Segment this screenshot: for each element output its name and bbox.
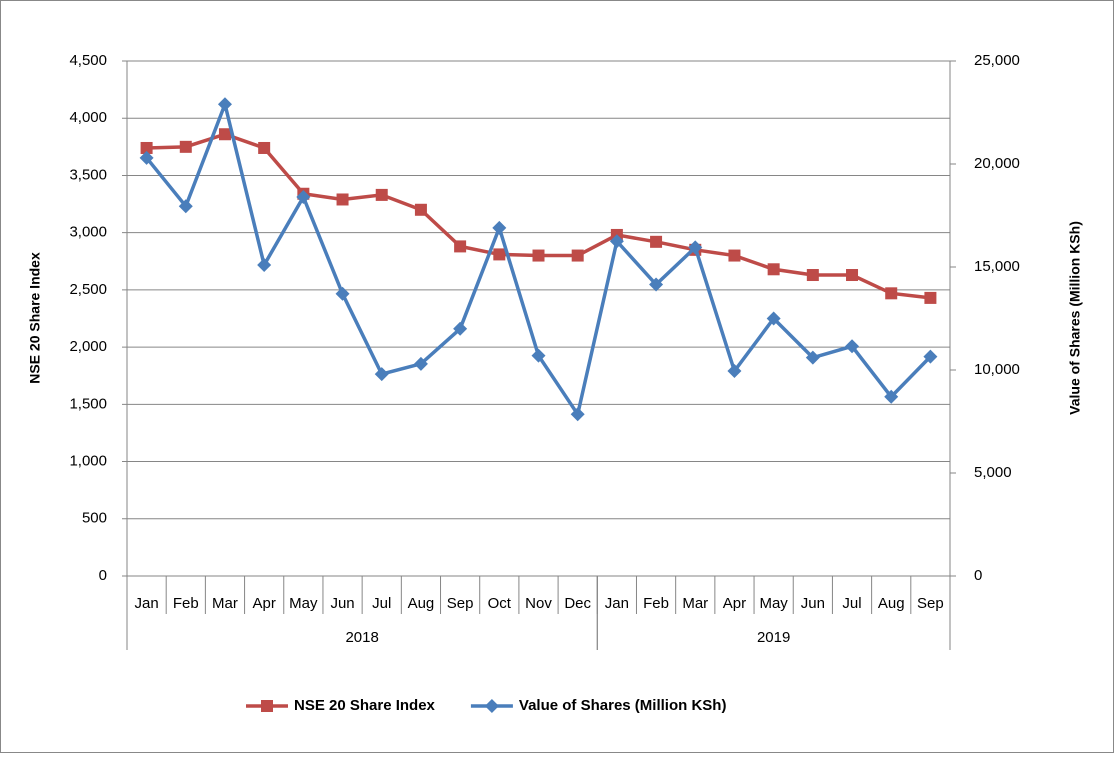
marker: [924, 291, 937, 304]
x-tick-label: Jan: [605, 595, 629, 612]
marker: [688, 240, 703, 255]
y-tick-label: 2,000: [69, 338, 107, 355]
marker: [493, 248, 506, 261]
x-tick-label: Mar: [682, 595, 708, 612]
x-tick-label: Apr: [723, 595, 746, 612]
marker: [414, 203, 427, 216]
x-tick-label: Jul: [842, 595, 861, 612]
marker: [532, 249, 545, 262]
x-tick-label: May: [759, 595, 788, 612]
marker: [650, 235, 663, 248]
x-tick-label: Aug: [878, 595, 905, 612]
y-tick-label: 500: [82, 510, 107, 527]
marker: [806, 269, 819, 282]
marker: [531, 348, 546, 363]
y-tick-label: 0: [99, 567, 107, 584]
y2-tick-label: 15,000: [974, 258, 1020, 275]
marker: [454, 240, 467, 253]
marker: [484, 699, 499, 713]
marker: [218, 128, 231, 141]
marker: [727, 364, 742, 379]
marker: [846, 269, 859, 282]
marker: [257, 257, 272, 272]
y2-axis-title: Value of Shares (Million KSh): [1067, 221, 1083, 415]
y-tick-label: 4,000: [69, 109, 107, 126]
marker: [335, 286, 350, 301]
marker: [845, 339, 860, 354]
y-tick-label: 3,000: [69, 224, 107, 241]
marker: [571, 249, 584, 262]
marker: [885, 287, 898, 300]
marker: [453, 321, 468, 336]
marker: [258, 141, 271, 154]
marker: [178, 199, 193, 214]
x-tick-label: Feb: [173, 595, 199, 612]
y-tick-label: 1,000: [69, 453, 107, 470]
x-tick-label: Oct: [488, 595, 512, 612]
y2-tick-label: 10,000: [974, 361, 1020, 378]
marker: [217, 97, 232, 112]
x-tick-label: Aug: [408, 595, 435, 612]
marker: [261, 700, 273, 712]
marker: [375, 188, 388, 201]
y2-tick-label: 5,000: [974, 464, 1012, 481]
y-tick-label: 2,500: [69, 281, 107, 298]
y-tick-label: 1,500: [69, 395, 107, 412]
legend-label: NSE 20 Share Index: [294, 697, 436, 714]
marker: [767, 263, 780, 276]
x-tick-label: Sep: [447, 595, 474, 612]
marker: [649, 277, 664, 292]
x-tick-label: Mar: [212, 595, 238, 612]
marker: [140, 141, 153, 154]
marker: [374, 367, 389, 382]
y2-tick-label: 20,000: [974, 155, 1020, 172]
marker: [296, 189, 311, 204]
marker: [805, 350, 820, 365]
marker: [139, 150, 154, 165]
x-tick-label: May: [289, 595, 318, 612]
marker: [766, 311, 781, 326]
x-tick-label: Dec: [564, 595, 591, 612]
marker: [728, 249, 741, 262]
y-axis-title: NSE 20 Share Index: [27, 252, 43, 384]
marker: [923, 349, 938, 364]
x-tick-label: Apr: [252, 595, 275, 612]
group-label: 2018: [345, 629, 378, 646]
legend-label: Value of Shares (Million KSh): [519, 697, 727, 714]
x-tick-label: Jun: [801, 595, 825, 612]
x-tick-label: Feb: [643, 595, 669, 612]
marker: [492, 220, 507, 235]
y2-tick-label: 25,000: [974, 52, 1020, 69]
x-tick-label: Nov: [525, 595, 552, 612]
marker: [179, 140, 192, 153]
y-tick-label: 3,500: [69, 166, 107, 183]
marker: [884, 389, 899, 404]
x-tick-label: Jun: [330, 595, 354, 612]
marker: [413, 356, 428, 371]
y-tick-label: 4,500: [69, 52, 107, 69]
marker: [609, 234, 624, 249]
x-tick-label: Sep: [917, 595, 944, 612]
y2-tick-label: 0: [974, 567, 982, 584]
group-label: 2019: [757, 629, 790, 646]
x-tick-label: Jan: [135, 595, 159, 612]
marker: [336, 193, 349, 206]
marker: [570, 407, 585, 422]
x-tick-label: Jul: [372, 595, 391, 612]
